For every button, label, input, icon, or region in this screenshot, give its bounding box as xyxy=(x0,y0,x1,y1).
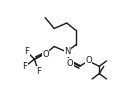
Text: F: F xyxy=(36,67,41,76)
Text: N: N xyxy=(64,47,70,56)
Text: O: O xyxy=(85,56,92,65)
Text: O: O xyxy=(42,50,49,59)
Text: F: F xyxy=(22,62,27,71)
Text: O: O xyxy=(67,59,73,68)
Text: F: F xyxy=(24,47,29,56)
